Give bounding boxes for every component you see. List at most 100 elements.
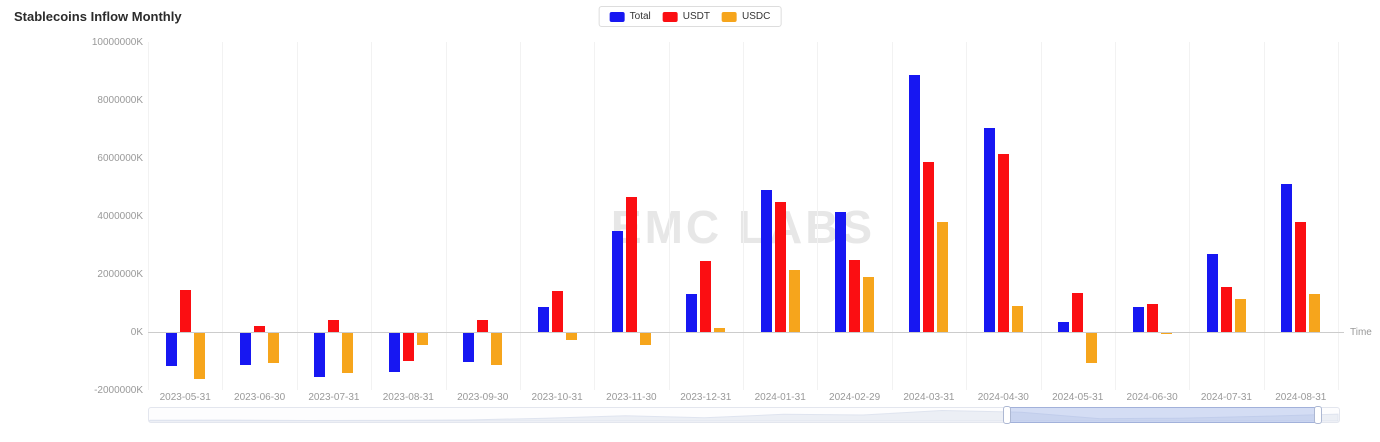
bar-usdt-2023-07-31[interactable] xyxy=(328,319,340,332)
x-axis-tick-label: 2023-11-30 xyxy=(606,392,657,403)
bar-total-2023-07-31[interactable] xyxy=(314,333,326,377)
bar-usdt-2024-03-31[interactable] xyxy=(923,162,935,332)
bar-usdc-2024-07-31[interactable] xyxy=(1234,298,1246,332)
bar-usdc-2024-08-31[interactable] xyxy=(1309,294,1321,332)
datazoom-silhouette xyxy=(149,409,1339,422)
bar-total-2023-11-30[interactable] xyxy=(611,230,623,332)
legend-item-total[interactable]: Total xyxy=(609,11,651,22)
gridline xyxy=(519,42,521,390)
bar-usdc-2023-07-31[interactable] xyxy=(342,333,354,373)
legend-label: Total xyxy=(629,11,651,22)
gridline xyxy=(445,42,447,390)
bar-total-2023-05-31[interactable] xyxy=(165,333,177,367)
bar-usdc-2024-05-31[interactable] xyxy=(1086,333,1098,364)
bar-total-2024-01-31[interactable] xyxy=(760,189,772,332)
y-axis-tick-label: 6000000K xyxy=(97,153,143,164)
legend-label: USDC xyxy=(742,11,771,22)
legend-marker-icon xyxy=(722,11,738,22)
gridline xyxy=(817,42,819,390)
bar-usdc-2023-09-30[interactable] xyxy=(491,333,503,365)
bar-usdt-2023-06-30[interactable] xyxy=(254,326,266,332)
gridline xyxy=(891,42,893,390)
datazoom-left-handle[interactable] xyxy=(1003,406,1011,424)
bar-total-2023-12-31[interactable] xyxy=(686,294,698,332)
datazoom-window[interactable] xyxy=(1007,407,1318,423)
x-axis-tick-label: 2024-02-29 xyxy=(829,392,881,403)
legend: Total USDT USDC xyxy=(598,6,782,27)
bar-usdc-2023-06-30[interactable] xyxy=(268,333,280,364)
bar-total-2023-10-31[interactable] xyxy=(537,307,549,332)
bar-usdt-2023-11-30[interactable] xyxy=(625,197,637,332)
legend-marker-icon xyxy=(662,11,678,22)
bar-total-2024-08-31[interactable] xyxy=(1281,184,1293,332)
gridline xyxy=(1263,42,1265,390)
y-axis-tick-label: 8000000K xyxy=(97,95,143,106)
bar-usdt-2024-07-31[interactable] xyxy=(1220,287,1232,333)
bar-usdt-2023-12-31[interactable] xyxy=(700,260,712,332)
x-axis-title: Time xyxy=(1350,327,1372,338)
gridline xyxy=(594,42,596,390)
bar-usdc-2023-08-31[interactable] xyxy=(416,333,428,345)
bar-usdt-2024-08-31[interactable] xyxy=(1295,221,1307,332)
bar-usdc-2023-11-30[interactable] xyxy=(639,333,651,345)
x-axis-tick-label: 2024-06-30 xyxy=(1126,392,1178,403)
watermark: EMC LABS xyxy=(610,201,876,253)
gridline xyxy=(743,42,744,390)
bar-usdt-2024-01-31[interactable] xyxy=(774,201,786,332)
bar-usdc-2024-01-31[interactable] xyxy=(788,269,800,333)
bar-usdt-2023-05-31[interactable] xyxy=(179,289,191,332)
bar-usdc-2024-06-30[interactable] xyxy=(1160,333,1172,335)
gridline xyxy=(222,42,224,390)
bar-total-2023-06-30[interactable] xyxy=(240,333,252,365)
x-axis-tick-label: 2024-03-31 xyxy=(903,392,955,403)
gridline xyxy=(371,42,373,390)
x-axis-tick-label: 2023-10-31 xyxy=(531,392,583,403)
y-axis-tick-label: 2000000K xyxy=(97,269,143,280)
bar-usdt-2024-05-31[interactable] xyxy=(1072,292,1084,332)
x-axis-tick-label: 2024-08-31 xyxy=(1275,392,1327,403)
legend-item-usdt[interactable]: USDT xyxy=(662,11,711,22)
x-axis-tick-label: 2023-05-31 xyxy=(159,392,211,403)
bar-usdt-2024-04-30[interactable] xyxy=(997,153,1009,332)
bar-usdt-2023-10-31[interactable] xyxy=(551,291,563,332)
x-axis-tick-label: 2023-06-30 xyxy=(234,392,286,403)
zero-axis-line xyxy=(148,332,1344,333)
legend-label: USDT xyxy=(682,11,711,22)
plot-area xyxy=(148,42,1339,390)
bar-total-2023-08-31[interactable] xyxy=(388,333,400,373)
datazoom-right-handle[interactable] xyxy=(1314,406,1322,424)
bar-usdc-2024-04-30[interactable] xyxy=(1011,305,1023,332)
bar-total-2023-09-30[interactable] xyxy=(463,333,475,362)
gridline xyxy=(1338,42,1339,390)
x-axis-tick-label: 2024-07-31 xyxy=(1200,392,1252,403)
x-axis-tick-label: 2023-08-31 xyxy=(382,392,434,403)
bar-total-2024-02-29[interactable] xyxy=(835,211,847,332)
bar-usdc-2024-02-29[interactable] xyxy=(863,276,875,332)
bar-usdc-2024-03-31[interactable] xyxy=(937,221,949,332)
bar-total-2024-04-30[interactable] xyxy=(983,127,995,332)
gridline xyxy=(296,42,298,390)
gridline xyxy=(1114,42,1116,390)
y-axis-tick-label: -2000000K xyxy=(94,385,143,396)
legend-item-usdc[interactable]: USDC xyxy=(722,11,770,22)
datazoom-slider[interactable] xyxy=(148,406,1340,424)
bar-total-2024-05-31[interactable] xyxy=(1058,321,1070,333)
x-axis-tick-label: 2023-12-31 xyxy=(680,392,732,403)
legend-marker-icon xyxy=(609,11,625,22)
bar-usdt-2023-09-30[interactable] xyxy=(477,320,489,332)
gridline xyxy=(668,42,670,390)
bar-usdt-2024-02-29[interactable] xyxy=(849,259,861,332)
y-axis-tick-label: 0K xyxy=(130,327,143,338)
gridline xyxy=(1189,42,1191,390)
bar-total-2024-07-31[interactable] xyxy=(1206,253,1218,332)
bar-usdc-2023-10-31[interactable] xyxy=(565,333,577,340)
bar-usdt-2024-06-30[interactable] xyxy=(1146,304,1158,332)
bar-total-2024-06-30[interactable] xyxy=(1132,307,1144,332)
bar-usdc-2023-05-31[interactable] xyxy=(193,333,205,380)
x-axis-tick-label: 2023-07-31 xyxy=(308,392,360,403)
x-axis-tick-label: 2024-04-30 xyxy=(977,392,1029,403)
bar-total-2024-03-31[interactable] xyxy=(909,75,921,332)
bar-usdc-2023-12-31[interactable] xyxy=(714,327,726,332)
bar-usdt-2023-08-31[interactable] xyxy=(402,333,414,361)
